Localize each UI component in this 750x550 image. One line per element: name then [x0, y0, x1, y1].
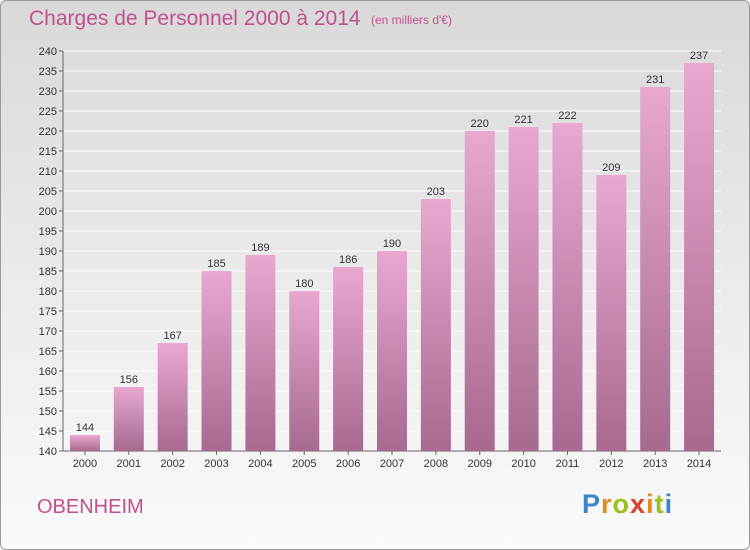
data-label: 167 — [163, 330, 181, 342]
logo-letter: i — [664, 489, 674, 519]
y-tick-label: 180 — [39, 286, 57, 298]
data-label: 189 — [251, 242, 269, 254]
data-label: 221 — [514, 114, 532, 126]
y-tick-label: 225 — [39, 106, 57, 118]
y-tick-label: 210 — [39, 166, 57, 178]
data-label: 209 — [602, 162, 620, 174]
y-tick-label: 165 — [39, 346, 57, 358]
x-tick-label: 2011 — [556, 458, 580, 470]
y-tick-label: 160 — [39, 366, 57, 378]
y-tick-label: 235 — [39, 66, 57, 78]
data-label: 144 — [76, 422, 94, 434]
y-tick-label: 215 — [39, 146, 57, 158]
y-tick-label: 150 — [39, 406, 57, 418]
y-tick-label: 190 — [39, 246, 57, 258]
y-tick-label: 175 — [39, 306, 57, 318]
y-tick-label: 240 — [39, 46, 57, 58]
bar — [508, 127, 539, 451]
x-tick-label: 2003 — [204, 458, 228, 470]
y-tick-label: 230 — [39, 86, 57, 98]
y-tick-label: 185 — [39, 266, 57, 278]
data-label: 190 — [383, 238, 401, 250]
commune-name: OBENHEIM — [37, 496, 144, 518]
data-label: 180 — [295, 278, 313, 290]
chart-title: Charges de Personnel 2000 à 2014 — [29, 7, 361, 30]
y-tick-label: 205 — [39, 186, 57, 198]
data-label: 156 — [120, 374, 138, 386]
bar — [289, 291, 320, 451]
y-tick-label: 220 — [39, 126, 57, 138]
x-tick-label: 2009 — [467, 458, 491, 470]
x-tick-label: 2007 — [380, 458, 404, 470]
bar — [464, 131, 495, 451]
data-label: 237 — [690, 50, 708, 62]
bar — [684, 63, 715, 451]
data-label: 186 — [339, 254, 357, 266]
y-tick-label: 145 — [39, 426, 57, 438]
bar — [596, 175, 627, 451]
x-tick-label: 2004 — [248, 458, 272, 470]
bar — [640, 87, 671, 451]
x-tick-label: 2000 — [73, 458, 97, 470]
x-tick-label: 2012 — [599, 458, 623, 470]
bar — [245, 255, 276, 451]
bar — [113, 387, 144, 451]
x-tick-label: 2013 — [643, 458, 667, 470]
logo-letter: P — [582, 489, 602, 519]
data-label: 203 — [427, 186, 445, 198]
logo-letter: o — [612, 489, 631, 519]
logo-letter: t — [654, 489, 665, 519]
logo-letter: x — [630, 489, 647, 519]
bar — [377, 251, 407, 451]
data-label: 185 — [207, 258, 225, 270]
y-tick-label: 170 — [39, 326, 57, 338]
y-tick-label: 140 — [39, 446, 57, 458]
logo-letter: i — [646, 489, 655, 519]
bar — [157, 343, 188, 451]
x-tick-label: 2008 — [424, 458, 448, 470]
y-tick-label: 200 — [39, 206, 57, 218]
y-tick-label: 195 — [39, 226, 57, 238]
bar — [552, 123, 583, 451]
data-label: 220 — [471, 118, 489, 130]
x-tick-label: 2006 — [336, 458, 360, 470]
bar — [69, 435, 100, 451]
logo-letter: r — [601, 489, 613, 519]
chart-subtitle: (en milliers d'€) — [371, 13, 452, 27]
bar — [201, 271, 232, 451]
data-label: 231 — [646, 74, 664, 86]
x-tick-label: 2005 — [292, 458, 316, 470]
bar — [333, 267, 364, 451]
x-tick-label: 2001 — [117, 458, 141, 470]
x-tick-label: 2014 — [687, 458, 711, 470]
x-tick-label: 2010 — [511, 458, 535, 470]
bar — [420, 199, 451, 451]
x-tick-label: 2002 — [160, 458, 184, 470]
proxiti-logo: Proxiti — [582, 489, 673, 520]
data-label: 222 — [558, 110, 576, 122]
y-tick-label: 155 — [39, 386, 57, 398]
